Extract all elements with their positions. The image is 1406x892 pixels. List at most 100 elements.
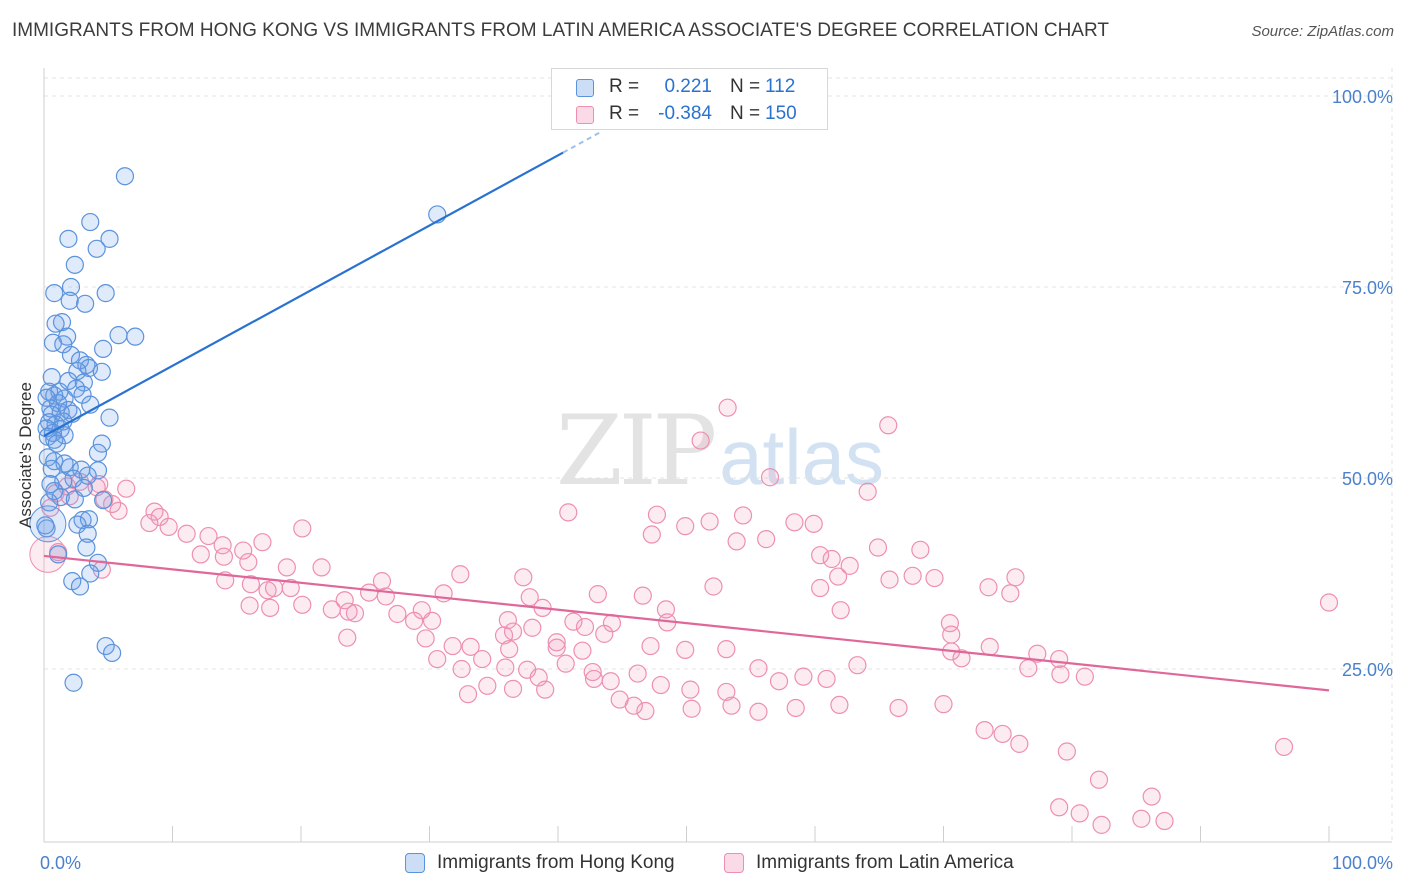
legend-swatch-hong-kong [576, 79, 594, 97]
data-point-latin-america [345, 604, 365, 623]
data-point-latin-america [443, 636, 462, 656]
data-point-latin-america [1319, 593, 1339, 612]
y-tick-label: 75.0% [1342, 278, 1393, 298]
data-point-latin-america [335, 591, 354, 610]
data-point-hong-kong [77, 538, 96, 557]
data-point-latin-america [388, 604, 407, 624]
data-point-latin-america [261, 598, 280, 617]
data-point-latin-america [103, 494, 122, 514]
data-point-hong-kong [68, 515, 87, 534]
n-value-hong-kong: 112 [765, 76, 796, 97]
data-point-latin-america [952, 649, 971, 668]
data-point-latin-america [536, 680, 555, 699]
data-point-latin-america [880, 570, 899, 589]
data-point-latin-america [911, 540, 930, 559]
data-point-hong-kong [36, 516, 55, 535]
data-point-latin-america [1075, 667, 1094, 686]
data-point-latin-america [117, 479, 136, 498]
data-point-hong-kong [96, 636, 115, 656]
data-point-latin-america [889, 698, 908, 718]
data-point-latin-america [656, 600, 676, 619]
data-point-latin-america [458, 685, 478, 704]
data-point-latin-america [277, 558, 296, 577]
data-point-latin-america [1070, 804, 1089, 823]
data-point-latin-america [494, 626, 514, 645]
data-point-latin-america [704, 577, 723, 596]
data-point-latin-america [564, 612, 583, 631]
data-point-latin-america [840, 556, 859, 575]
data-point-latin-america [934, 695, 953, 714]
data-point-latin-america [831, 601, 850, 620]
data-point-hong-kong [61, 277, 81, 297]
data-point-latin-america [642, 525, 661, 544]
data-point-latin-america [199, 526, 218, 546]
data-point-hong-kong [79, 510, 99, 529]
data-point-latin-america [473, 649, 492, 669]
data-point-latin-america [559, 503, 578, 522]
data-point-latin-america [241, 575, 260, 594]
data-point-latin-america [786, 698, 805, 718]
data-point-latin-america [942, 625, 961, 644]
data-point-hong-kong [61, 345, 81, 365]
data-point-latin-america [1028, 644, 1047, 663]
data-point-latin-america [811, 578, 830, 598]
r-value-latin-america: -0.384 [658, 103, 712, 124]
y-tick-label: 50.0% [1342, 469, 1393, 489]
data-point-latin-america [145, 502, 164, 521]
data-point-hong-kong [87, 239, 106, 258]
legend-label-hong-kong: Immigrants from Hong Kong [437, 852, 675, 873]
legend-row-hong-kong: R = 0.221 N = 112 [552, 73, 827, 101]
data-point-latin-america [264, 578, 284, 598]
data-point-latin-america [496, 658, 515, 677]
data-point-latin-america [159, 517, 178, 536]
data-point-latin-america [811, 546, 830, 565]
data-point-latin-america [109, 501, 128, 520]
data-point-latin-america [234, 541, 253, 560]
data-point-latin-america [1155, 811, 1174, 831]
data-point-hong-kong [42, 459, 61, 478]
data-point-hong-kong [100, 408, 119, 427]
data-point-latin-america [829, 567, 848, 586]
data-point-latin-america [214, 547, 233, 566]
data-point-latin-america [556, 654, 575, 673]
data-point-latin-america [240, 596, 259, 615]
watermark-zip: ZIP [556, 395, 717, 507]
data-point-hong-kong [47, 434, 66, 453]
data-point-latin-america [681, 680, 700, 699]
n-label: N = [730, 76, 761, 97]
data-point-hong-kong [51, 488, 70, 507]
data-point-latin-america [1001, 584, 1020, 603]
data-point-hong-kong [94, 491, 113, 510]
data-point-latin-america [412, 601, 431, 620]
data-point-latin-america [1142, 787, 1161, 806]
data-point-hong-kong [103, 643, 122, 663]
data-point-latin-america [523, 618, 542, 637]
data-point-hong-kong [41, 399, 60, 418]
data-point-latin-america [293, 519, 312, 538]
data-point-latin-america [733, 506, 753, 525]
data-point-latin-america [749, 702, 768, 721]
legend-swatch-hong-kong [405, 853, 425, 873]
data-point-latin-america [478, 676, 497, 695]
data-point-latin-america [700, 512, 719, 531]
legend-row-latin-america: R = -0.384 N = 150 [552, 100, 827, 128]
data-point-hong-kong [60, 291, 79, 310]
data-point-hong-kong [49, 545, 68, 564]
data-point-latin-america [584, 669, 604, 689]
data-point-hong-kong [77, 355, 96, 375]
data-point-hong-kong [68, 361, 87, 381]
data-point-latin-america [1274, 737, 1294, 757]
data-point-hong-kong [65, 490, 84, 509]
data-point-hong-kong [64, 673, 83, 692]
data-point-latin-america [312, 558, 331, 577]
data-point-latin-america [817, 669, 836, 689]
legend-swatch-latin-america [724, 853, 744, 873]
n-label: N = [730, 103, 761, 124]
correlation-legend: R = 0.221 N = 112 R = -0.384 N = 150 [551, 68, 828, 130]
data-point-latin-america [628, 664, 647, 683]
data-point-latin-america [239, 552, 258, 572]
data-point-latin-america [676, 517, 695, 536]
data-point-latin-america [588, 585, 607, 604]
data-point-hong-kong [96, 284, 115, 303]
data-point-latin-america [503, 679, 523, 698]
